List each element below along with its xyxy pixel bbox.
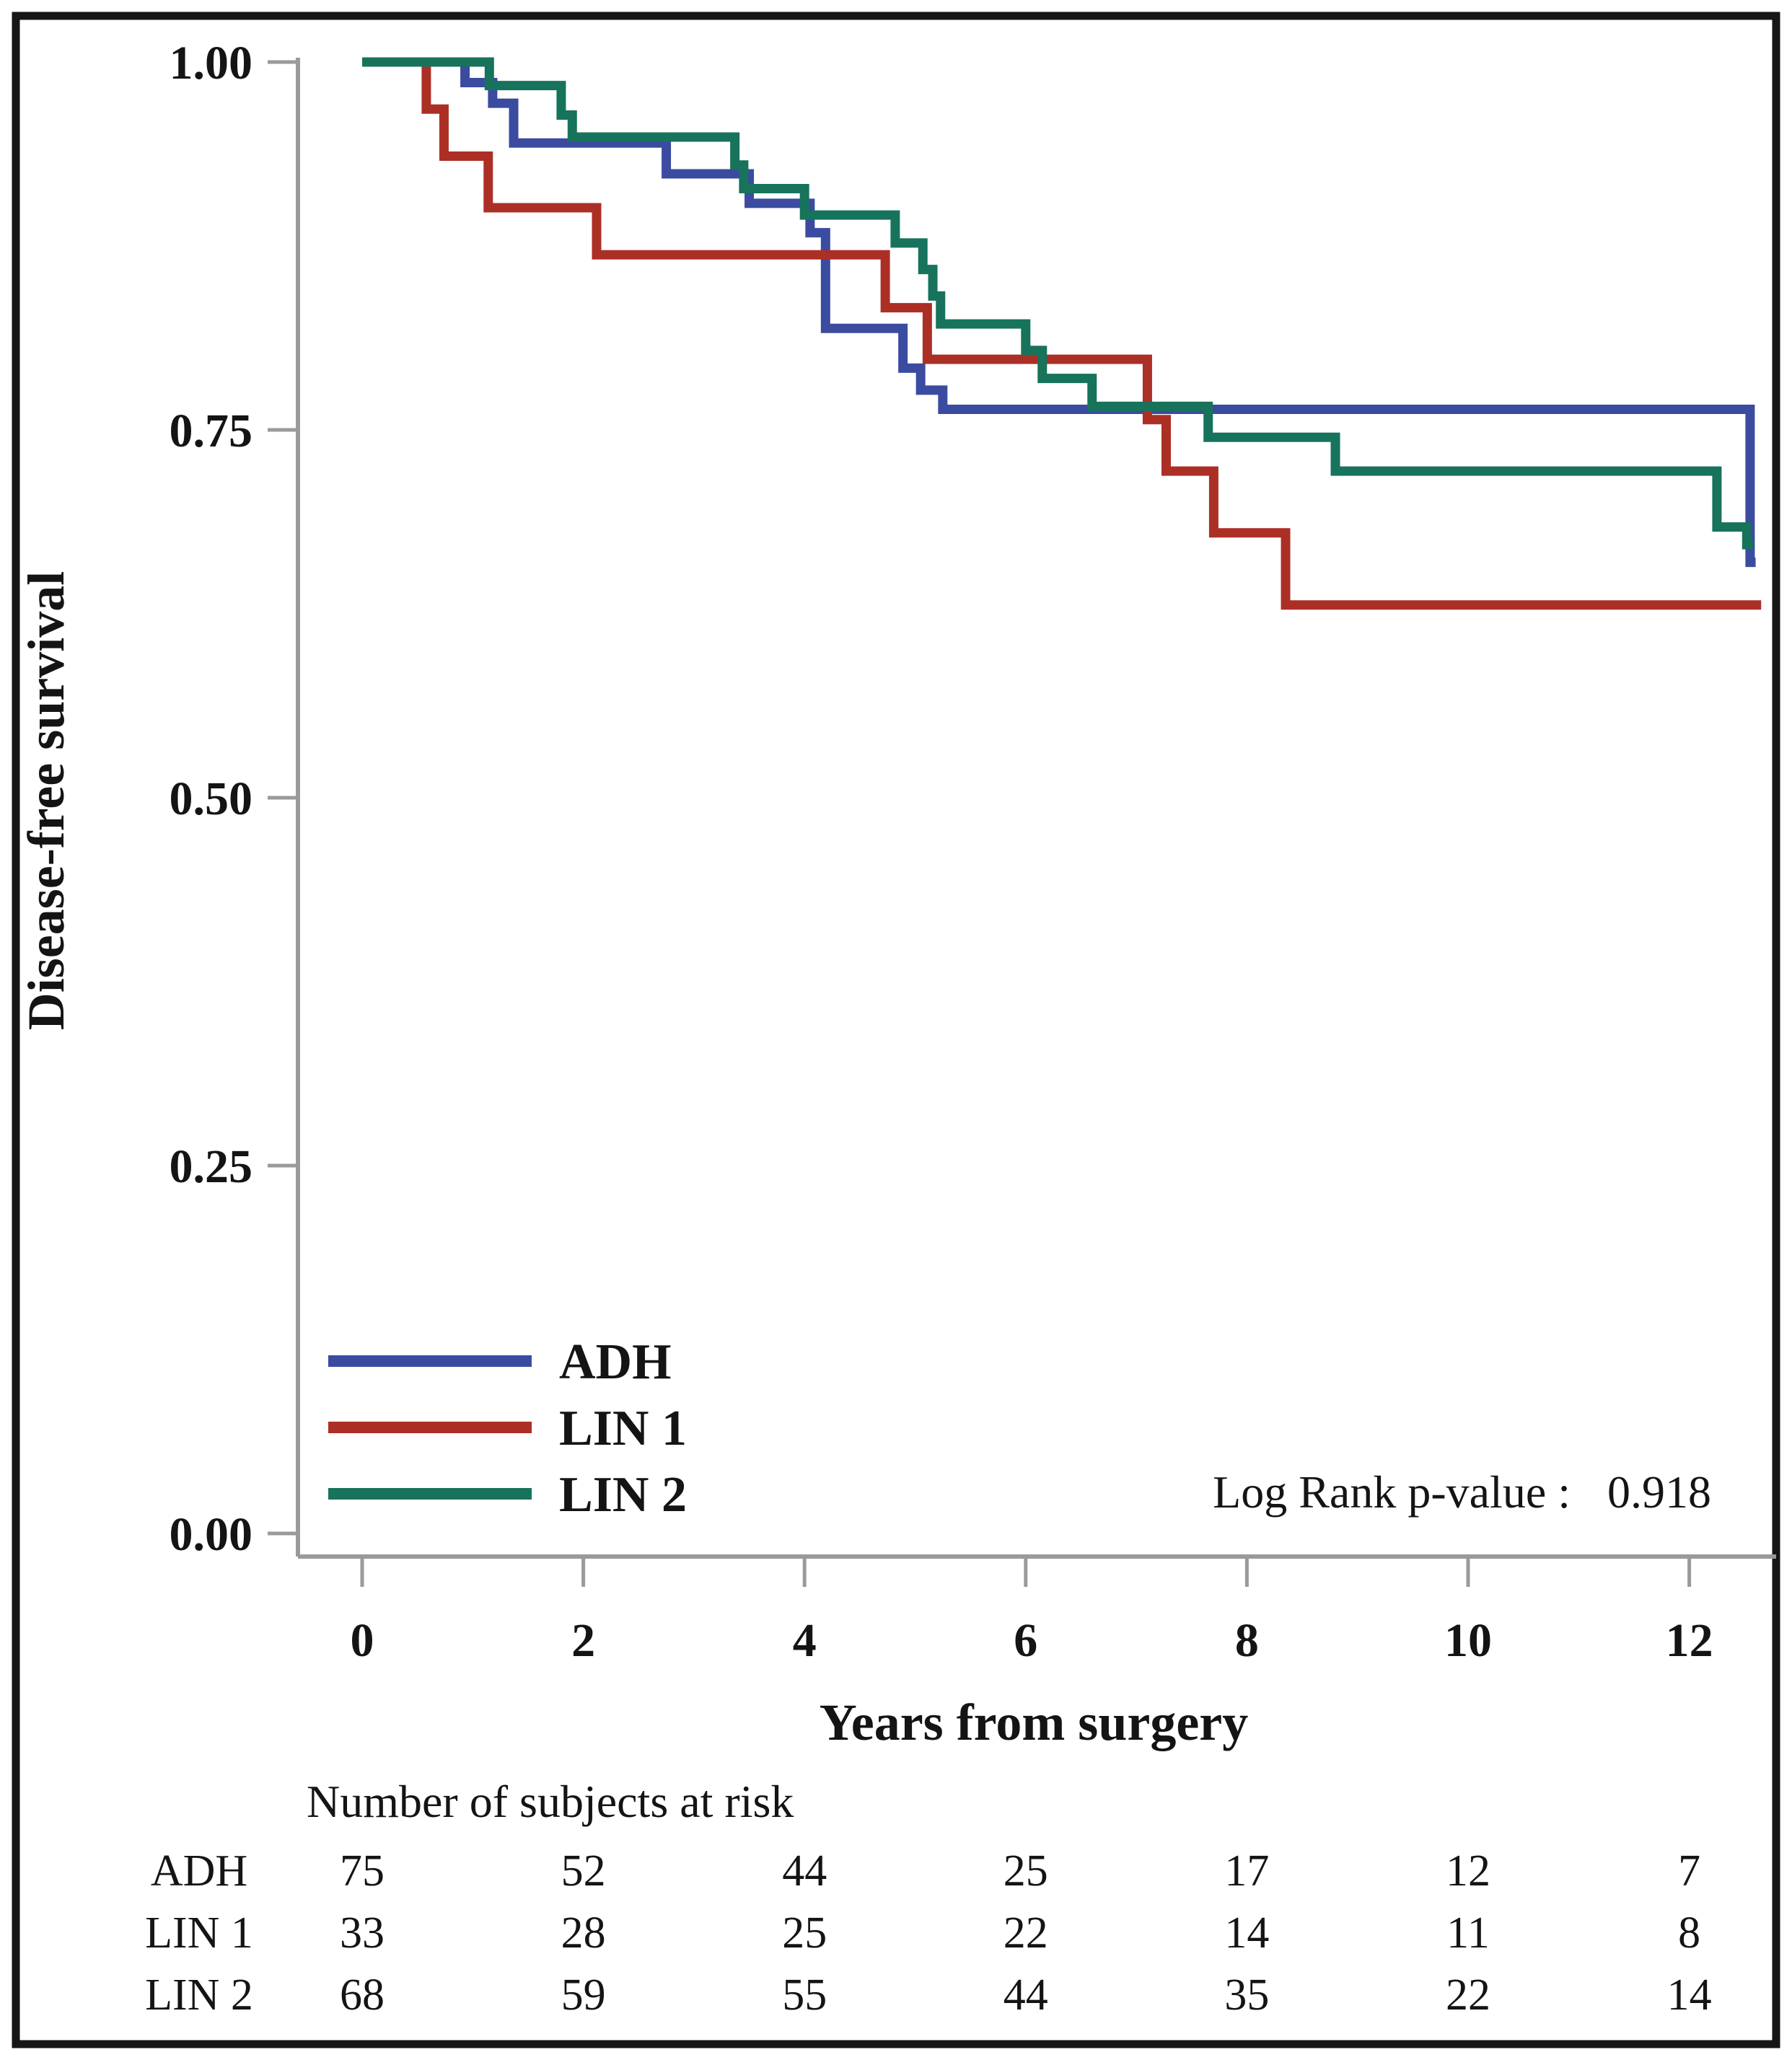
risk-count: 25 (782, 1909, 827, 1958)
y-tick-label: 0.50 (170, 772, 253, 825)
risk-count: 14 (1667, 1971, 1712, 2020)
risk-count: 55 (782, 1971, 827, 2020)
x-tick-label: 8 (1235, 1614, 1259, 1667)
risk-count: 7 (1678, 1846, 1700, 1896)
legend-label-adh: ADH (559, 1334, 672, 1390)
km-curve-lin1 (362, 57, 1762, 610)
axes: 1.00 0.75 0.50 0.25 0.00 0 2 4 6 8 10 12 (170, 37, 1776, 1667)
risk-row-label-lin2: LIN 2 (145, 1971, 253, 2020)
y-tick-label: 0.75 (170, 405, 253, 457)
risk-count: 68 (340, 1971, 385, 2020)
risk-row-label-lin1: LIN 1 (145, 1909, 253, 1958)
risk-count: 22 (1446, 1971, 1490, 2020)
legend-label-lin1: LIN 1 (559, 1401, 687, 1456)
x-tick-label: 12 (1666, 1614, 1713, 1667)
y-axis-title: Disease-free survival (17, 571, 75, 1031)
x-tick-label: 10 (1444, 1614, 1492, 1667)
risk-count: 8 (1678, 1909, 1700, 1958)
y-tick-label: 0.25 (170, 1140, 253, 1193)
risk-count: 25 (1003, 1846, 1048, 1896)
y-tick-label: 1.00 (170, 37, 253, 89)
log-rank-annotation: Log Rank p-value : 0.918 (1213, 1466, 1711, 1518)
risk-count: 44 (1003, 1971, 1048, 2020)
x-tick-label: 2 (571, 1614, 595, 1667)
km-curves (362, 57, 1762, 610)
x-tick-label: 6 (1014, 1614, 1037, 1667)
risk-count: 33 (340, 1909, 385, 1958)
risk-count: 11 (1446, 1909, 1490, 1958)
risk-count: 12 (1446, 1846, 1490, 1896)
x-tick-label: 0 (351, 1614, 374, 1667)
x-tick-label: 4 (793, 1614, 817, 1667)
risk-count: 22 (1003, 1909, 1048, 1958)
km-curve-lin2 (362, 57, 1754, 550)
risk-count: 44 (782, 1846, 827, 1896)
log-rank-value: 0.918 (1607, 1466, 1711, 1518)
risk-table: Number of subjects at risk ADH LIN 1 LIN… (145, 1776, 1711, 2020)
risk-count: 59 (561, 1971, 606, 2020)
x-axis-title: Years from surgery (820, 1694, 1249, 1751)
risk-count: 52 (561, 1846, 606, 1896)
legend: ADH LIN 1 LIN 2 (328, 1334, 687, 1523)
risk-count: 75 (340, 1846, 385, 1896)
risk-count: 35 (1224, 1971, 1269, 2020)
figure-frame (12, 12, 1780, 2048)
risk-table-title: Number of subjects at risk (307, 1776, 794, 1827)
risk-row-label-adh: ADH (151, 1846, 247, 1896)
log-rank-label: Log Rank p-value : (1213, 1466, 1571, 1518)
risk-count: 28 (561, 1909, 606, 1958)
y-tick-label: 0.00 (170, 1508, 253, 1561)
legend-label-lin2: LIN 2 (559, 1467, 687, 1523)
risk-count: 14 (1224, 1909, 1269, 1958)
risk-count: 17 (1224, 1846, 1269, 1896)
risk-counts: 75 52 44 25 17 12 7 33 28 25 22 14 11 8 68 59 55 44 35 22 14 (340, 1846, 1712, 2020)
